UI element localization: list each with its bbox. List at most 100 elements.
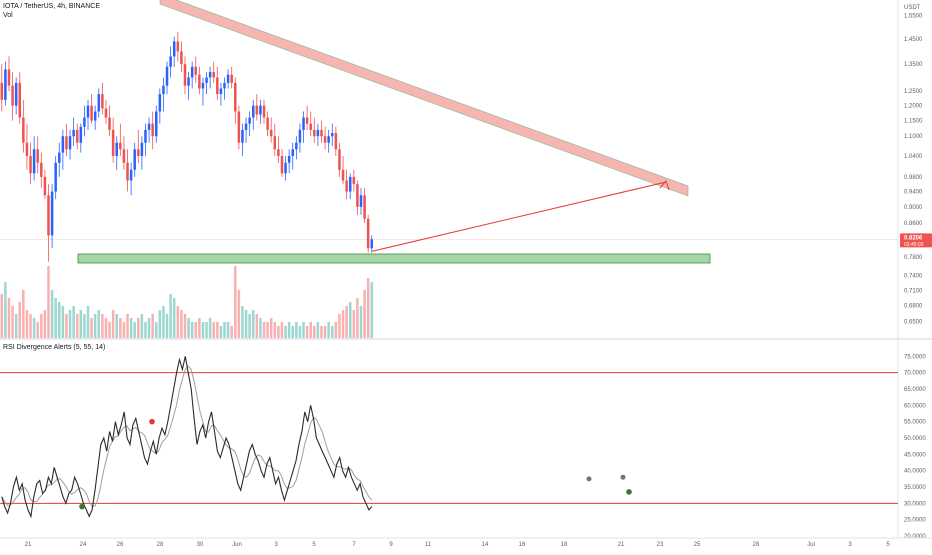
time-tick-label: 21	[618, 542, 625, 548]
candle-body	[25, 142, 29, 156]
price-tick-label: 1.2000	[904, 104, 923, 110]
volume-bar	[50, 290, 54, 338]
candle-body	[352, 176, 356, 185]
volume-bar	[187, 318, 190, 338]
candle-body	[36, 149, 39, 163]
candle-body	[40, 162, 43, 177]
candle-body	[266, 117, 269, 130]
volume-bar	[54, 298, 57, 338]
candle-body	[111, 129, 115, 156]
candle-body	[226, 74, 230, 83]
candle-body	[277, 149, 280, 156]
candle-body	[165, 66, 169, 86]
volume-bar	[338, 314, 341, 338]
currency-label: USDT	[904, 5, 921, 11]
time-tick-label: 14	[482, 542, 489, 548]
volume-bar	[172, 298, 176, 338]
volume-bar	[280, 322, 284, 338]
volume-bar	[298, 326, 302, 338]
price-tick-label: 0.6800	[904, 303, 923, 309]
candle-body	[169, 56, 172, 67]
candle-body	[187, 77, 190, 86]
candle-body	[83, 117, 86, 127]
candle-body	[370, 239, 374, 249]
volume-bar	[291, 326, 295, 338]
volume-bar	[348, 302, 352, 338]
time-tick-label: 18	[561, 542, 568, 548]
candle-body	[104, 108, 108, 118]
volume-bar	[366, 278, 370, 338]
support-zone	[77, 253, 711, 264]
volume-bar	[40, 314, 43, 338]
candle-body	[4, 69, 7, 100]
candle-body	[244, 123, 248, 130]
candle-body	[273, 136, 277, 150]
candle-body	[144, 129, 147, 143]
candle-body	[32, 149, 36, 174]
rsi-tick-label: 75.0000	[904, 354, 926, 360]
price-tick-label: 1.4500	[904, 37, 923, 43]
volume-bar	[208, 318, 212, 338]
volume-bar	[133, 322, 136, 338]
rsi-tick-label: 25.0000	[904, 518, 926, 524]
candle-body	[305, 117, 309, 124]
candle-body	[137, 149, 140, 156]
volume-bar	[140, 314, 144, 338]
candle-body	[298, 129, 302, 143]
candle-body	[0, 82, 4, 100]
price-tick-label: 0.7400	[904, 274, 923, 280]
volume-bar	[216, 322, 219, 338]
candle-body	[208, 72, 212, 78]
volume-bar	[22, 290, 25, 338]
volume-bar	[129, 318, 133, 338]
rsi-tick-label: 45.0000	[904, 452, 926, 458]
time-tick-label: 23	[657, 542, 664, 548]
volume-bar	[237, 290, 241, 338]
volume-bar	[158, 310, 162, 338]
candle-body	[133, 149, 136, 170]
candle-body	[68, 136, 72, 150]
volume-bar	[18, 302, 22, 338]
candle-body	[363, 195, 366, 219]
volume-bar	[251, 310, 255, 338]
price-tick-label: 1.0400	[904, 154, 923, 160]
candle-body	[47, 195, 50, 236]
bullish-divergence-marker	[626, 489, 632, 495]
candle-body	[201, 82, 205, 89]
current-price-value: 0.8206	[904, 235, 923, 241]
volume-bar	[68, 310, 72, 338]
candle-body	[43, 176, 47, 196]
volume-bar	[0, 294, 4, 338]
volume-bar	[43, 310, 47, 338]
candle-body	[216, 77, 219, 95]
candle-body	[327, 136, 330, 143]
candle-body	[122, 149, 126, 163]
candle-body	[90, 105, 93, 121]
candle-body	[58, 152, 61, 163]
volume-bar	[4, 282, 7, 338]
projection-arrowhead	[659, 180, 670, 191]
time-tick-label: Jun	[232, 542, 242, 548]
candle-body	[323, 136, 327, 143]
candle-body	[126, 162, 129, 181]
candle-body	[14, 82, 18, 106]
rsi-line	[1, 356, 373, 519]
volume-bar	[126, 314, 129, 338]
candle-body	[93, 111, 97, 121]
bearish-divergence-marker	[149, 418, 155, 425]
volume-bar	[327, 322, 330, 338]
candle-body	[65, 136, 68, 150]
rsi-legend: RSI Divergence Alerts (5, 55, 14)	[3, 344, 106, 351]
projection-arrow	[371, 181, 667, 252]
candle-body	[190, 66, 194, 78]
candle-body	[79, 126, 83, 143]
volume-bar	[144, 322, 147, 338]
volume-bar	[363, 290, 366, 338]
candle-body	[158, 94, 162, 112]
price-tick-label: 1.3500	[904, 62, 923, 68]
volume-bar	[79, 310, 83, 338]
candle-body	[54, 162, 57, 192]
volume-bar	[180, 310, 183, 338]
